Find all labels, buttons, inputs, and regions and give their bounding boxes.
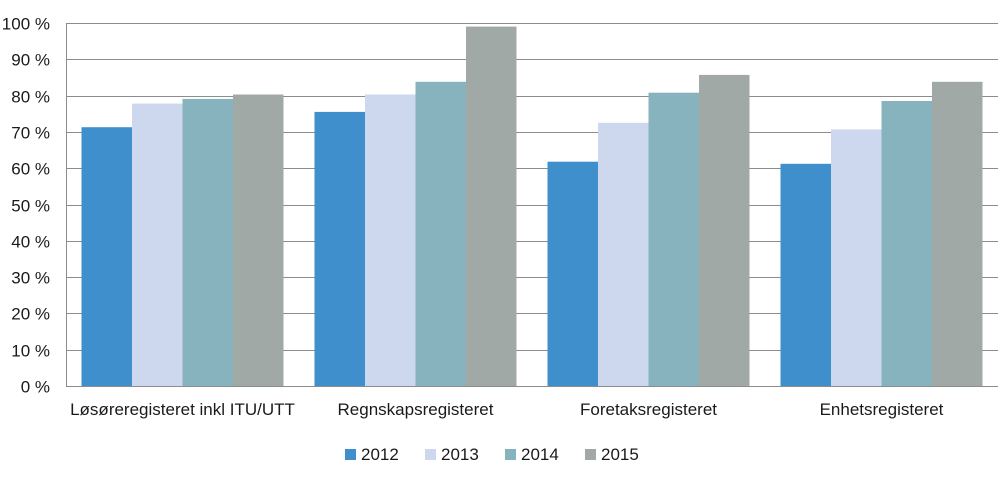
bar-2013 <box>831 129 882 386</box>
y-tick-label: 10 % <box>11 342 50 361</box>
bar-2013 <box>132 103 183 386</box>
bar-2015 <box>233 94 284 386</box>
legend-swatch-2014 <box>505 449 516 460</box>
category-label: Enhetsregisteret <box>820 400 944 419</box>
bar-2012 <box>81 127 132 386</box>
y-tick-label: 70 % <box>11 124 50 143</box>
legend-label-2015: 2015 <box>601 445 639 464</box>
legend-swatch-2015 <box>585 449 596 460</box>
legend-label-2014: 2014 <box>521 445 559 464</box>
y-tick-label: 20 % <box>11 305 50 324</box>
bar-2015 <box>466 26 517 386</box>
labels-layer: 0 % 10 % 20 % 30 % 40 % 50 % 60 % 70 % 80 % 90 % 1… <box>2 15 944 420</box>
category-label: Løsøreregisteret inkl ITU/UTT <box>70 400 295 419</box>
bar-2014 <box>182 98 233 387</box>
y-tick-label: 30 % <box>11 269 50 288</box>
y-tick-label: 80 % <box>11 88 50 107</box>
bar-2015 <box>932 81 983 387</box>
bar-2012 <box>314 111 365 387</box>
bar-2014 <box>415 81 466 387</box>
bar-2015 <box>699 74 750 387</box>
category-label: Regnskapsregisteret <box>338 400 494 419</box>
legend-label-2013: 2013 <box>441 445 479 464</box>
bar-2012 <box>547 161 598 386</box>
y-tick-label: 40 % <box>11 233 50 252</box>
category-label: Foretaksregisteret <box>580 400 717 419</box>
legend-swatch-2012 <box>345 449 356 460</box>
bar-2013 <box>598 122 649 387</box>
bar-2014 <box>881 101 932 386</box>
bar-2012 <box>780 163 831 386</box>
y-tick-label: 100 % <box>2 15 50 34</box>
legend: 2012 2013 2014 2015 <box>345 445 639 464</box>
y-tick-label: 60 % <box>11 160 50 179</box>
y-tick-label: 90 % <box>11 51 50 70</box>
legend-swatch-2013 <box>425 449 436 460</box>
bar-2013 <box>365 94 416 386</box>
y-tick-label: 0 % <box>21 378 50 397</box>
legend-label-2012: 2012 <box>361 445 399 464</box>
bars-layer <box>81 26 983 387</box>
axis-layer <box>66 23 998 387</box>
y-tick-label: 50 % <box>11 197 50 216</box>
bar-2014 <box>648 92 699 386</box>
